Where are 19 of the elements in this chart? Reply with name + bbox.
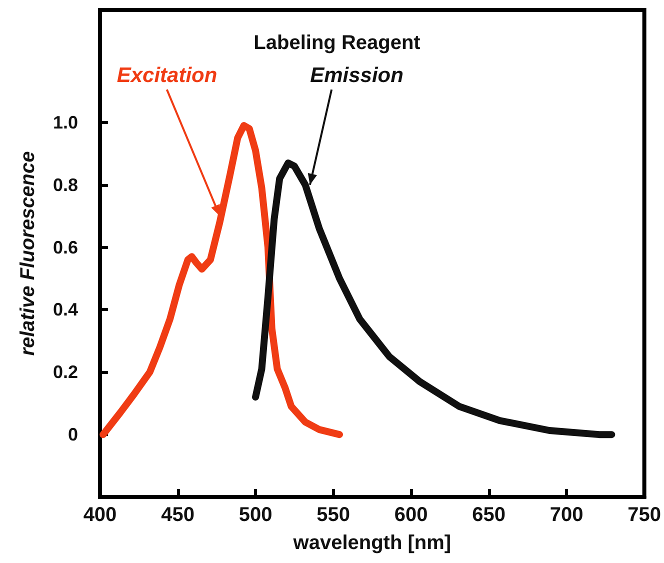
y-tick-label: 0 [68, 424, 78, 445]
y-tick-label: 0.2 [52, 362, 78, 382]
x-tick-label: 500 [238, 504, 272, 526]
y-axis-title: relative Fluorescence [17, 151, 39, 356]
x-tick-label: 450 [161, 504, 194, 526]
x-tick-label: 400 [83, 504, 117, 526]
text: Labeling Reagent [254, 32, 421, 54]
x-tick-label: 600 [394, 504, 428, 526]
x-tick-label: 650 [472, 504, 506, 526]
text: Emission [310, 64, 404, 88]
y-tick-label: 0.6 [52, 237, 78, 258]
y-tick-label: 0.8 [52, 174, 78, 195]
x-tick-label: 700 [550, 504, 584, 526]
y-tick-label: 1.0 [52, 112, 78, 132]
y-tick-label: 0.4 [52, 300, 78, 320]
x-tick-label: 550 [316, 504, 350, 526]
text: Excitation [116, 64, 218, 88]
x-tick-label: 750 [628, 504, 662, 526]
x-axis-title: wavelength [nm] [292, 532, 452, 554]
